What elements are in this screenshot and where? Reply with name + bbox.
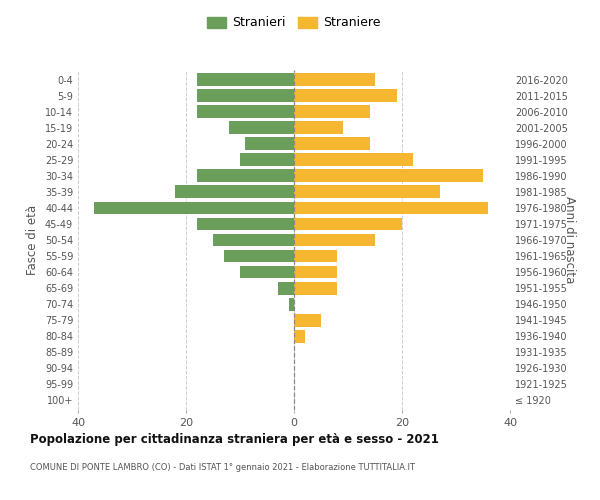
Bar bbox=[294, 186, 440, 198]
Bar bbox=[229, 122, 294, 134]
Bar bbox=[294, 154, 413, 166]
Bar bbox=[224, 250, 294, 262]
Bar bbox=[197, 170, 294, 182]
Text: Popolazione per cittadinanza straniera per età e sesso - 2021: Popolazione per cittadinanza straniera p… bbox=[30, 432, 439, 446]
Y-axis label: Anni di nascita: Anni di nascita bbox=[563, 196, 576, 284]
Bar bbox=[294, 330, 305, 342]
Bar bbox=[294, 314, 321, 326]
Bar bbox=[294, 106, 370, 118]
Bar bbox=[197, 73, 294, 86]
Bar bbox=[294, 282, 337, 294]
Y-axis label: Fasce di età: Fasce di età bbox=[26, 205, 39, 275]
Bar bbox=[294, 250, 337, 262]
Bar bbox=[294, 170, 483, 182]
Bar bbox=[294, 122, 343, 134]
Bar bbox=[294, 266, 337, 278]
Bar bbox=[289, 298, 294, 310]
Bar bbox=[197, 106, 294, 118]
Bar bbox=[278, 282, 294, 294]
Bar bbox=[197, 218, 294, 230]
Bar bbox=[197, 89, 294, 102]
Bar bbox=[294, 202, 488, 214]
Bar bbox=[294, 89, 397, 102]
Bar bbox=[294, 234, 375, 246]
Text: COMUNE DI PONTE LAMBRO (CO) - Dati ISTAT 1° gennaio 2021 - Elaborazione TUTTITAL: COMUNE DI PONTE LAMBRO (CO) - Dati ISTAT… bbox=[30, 462, 415, 471]
Bar bbox=[245, 138, 294, 150]
Bar bbox=[294, 218, 402, 230]
Bar bbox=[294, 73, 375, 86]
Bar bbox=[94, 202, 294, 214]
Bar bbox=[213, 234, 294, 246]
Bar bbox=[175, 186, 294, 198]
Legend: Stranieri, Straniere: Stranieri, Straniere bbox=[203, 12, 385, 33]
Bar bbox=[240, 154, 294, 166]
Bar bbox=[240, 266, 294, 278]
Bar bbox=[294, 138, 370, 150]
